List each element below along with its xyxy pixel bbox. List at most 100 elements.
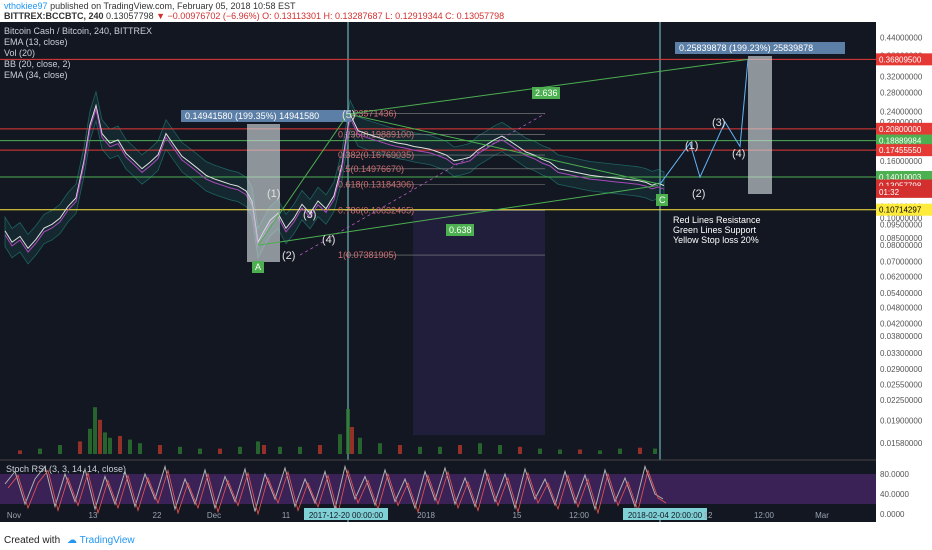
volume-bar <box>438 446 442 454</box>
trend-line-0 <box>257 113 349 246</box>
volume-bar <box>538 448 542 454</box>
ratio-label-2: 0.638 <box>449 225 472 235</box>
symbol-label: BITTREX:BCCBTC, 240 <box>4 11 104 21</box>
volume-bar <box>128 439 132 454</box>
volume-bar <box>398 445 402 454</box>
chart-plot-area[interactable]: 0(0.23571436) 0.236(0.19889100) 0.382(0.16… <box>0 22 876 522</box>
rsi-tick-1: 40.0000 <box>880 490 909 499</box>
volume-bar <box>378 443 382 454</box>
measure-label-2: 0.25839878 (199.23%) 25839878 <box>679 43 813 53</box>
x-tick-12: Mar <box>815 511 829 520</box>
x-tick-2: 22 <box>153 511 162 520</box>
price-badge-0 <box>876 53 932 66</box>
x-tick-11: 12:00 <box>754 511 775 520</box>
annotation-line-0: Red Lines Resistance <box>673 215 761 225</box>
volume-bar <box>278 446 282 454</box>
price-axis[interactable]: 0.440000000.380000000.320000000.28000000… <box>876 22 932 522</box>
x-tick-7: 15 <box>513 511 522 520</box>
legend-bb: BB (20, close, 2) <box>4 59 71 69</box>
author-name[interactable]: vthokiee97 <box>4 1 48 11</box>
price-badge-text-2: 0.18889984 <box>879 137 922 146</box>
x-tick-box-9 <box>623 508 707 520</box>
fib-label-2: 0.382(0.16769035) <box>338 150 414 160</box>
volume-bar <box>98 419 102 454</box>
wave-label-4: (4) <box>322 234 335 246</box>
volume-bar <box>218 448 222 454</box>
fib-label-0: 0(0.23571436) <box>338 109 397 119</box>
y-tick-17: 0.07000000 <box>880 258 923 267</box>
volume-bar <box>18 450 22 454</box>
volume-bar <box>108 437 112 454</box>
price-badge-text-0: 0.36809500 <box>879 55 922 64</box>
last-price: 0.13057798 <box>106 11 154 21</box>
publish-header: vthokiee97 published on TradingView.com,… <box>0 0 932 22</box>
volume-bar <box>138 443 142 454</box>
price-line <box>4 103 665 250</box>
volume-bar <box>638 447 642 454</box>
wave-label-0: A <box>255 262 261 272</box>
price-badge-6 <box>876 185 932 198</box>
fib-shade-zone <box>413 210 545 436</box>
x-tick-5: 2017-12-20 00:00:00 <box>309 511 384 520</box>
y-tick-27: 0.01900000 <box>880 416 923 425</box>
volume-bar <box>458 445 462 454</box>
wave-badge-0 <box>252 261 264 273</box>
ohlc-values: O: 0.13113301 H: 0.13287687 L: 0.1291934… <box>262 11 505 21</box>
y-tick-13: 0.10000000 <box>880 214 923 223</box>
volume-bar <box>256 441 260 454</box>
volume-bar <box>318 445 322 454</box>
fib-label-6: 1(0.07381905) <box>338 250 397 260</box>
fib-label-5: 0.786(0.10632465) <box>338 206 414 216</box>
measure-label-1: 0.14941580 (199.35%) 14941580 <box>185 111 319 121</box>
y-tick-18: 0.06200000 <box>880 272 923 281</box>
y-tick-28: 0.01580000 <box>880 439 923 448</box>
measure-tag-2 <box>675 42 845 54</box>
created-with-text: Created with <box>4 535 61 546</box>
y-tick-15: 0.08500000 <box>880 234 923 243</box>
chart-svg[interactable]: 0(0.23571436) 0.236(0.19889100) 0.382(0.16… <box>0 22 876 522</box>
volume-bar <box>118 436 122 454</box>
volume-bar <box>88 428 92 454</box>
y-tick-19: 0.05400000 <box>880 289 923 298</box>
price-badge-text-6: 01:32 <box>879 188 900 197</box>
legend-volume: Vol (20) <box>4 48 36 58</box>
x-tick-9: 2018-02-04 20:00:00 <box>628 511 703 520</box>
wave-label-2: (2) <box>282 250 295 262</box>
fib-label-3: 0.5(0.14976670) <box>338 164 404 174</box>
publish-info: published on TradingView.com, February 0… <box>50 1 296 11</box>
projected-wave-path <box>659 59 749 185</box>
annotation-line-2: Yellow Stop loss 20% <box>673 235 759 245</box>
volume-bar <box>93 407 97 454</box>
volume-bar <box>418 446 422 454</box>
x-tick-1: 13 <box>89 511 98 520</box>
y-tick-26: 0.02250000 <box>880 396 923 405</box>
indicator-legend: Bitcoin Cash / Bitcoin, 240, BITTREX EMA… <box>4 26 152 81</box>
price-badge-2 <box>876 134 932 147</box>
x-tick-3: Dec <box>207 511 221 520</box>
measure-box-1 <box>247 124 280 262</box>
volume-bar <box>58 445 62 454</box>
fib-label-1: 0.236(0.19889100) <box>338 129 414 139</box>
y-tick-21: 0.04200000 <box>880 320 923 329</box>
wave-label-5: (5) <box>342 109 355 121</box>
price-badge-text-4: 0.14010003 <box>879 173 922 182</box>
volume-bar <box>78 441 82 454</box>
down-arrow-icon: ▼ <box>156 11 166 21</box>
y-tick-6: 0.22000000 <box>880 118 923 127</box>
footer: Created with ☁ TradingView <box>0 532 932 550</box>
tradingview-logo[interactable]: ☁ TradingView <box>67 535 135 546</box>
trend-line-2 <box>257 185 659 246</box>
y-tick-24: 0.02900000 <box>880 365 923 374</box>
y-tick-20: 0.04800000 <box>880 303 923 312</box>
price-badge-text-7: 0.10714297 <box>879 206 922 215</box>
measure-tag-1 <box>181 110 351 122</box>
y-tick-1: 0.44000000 <box>880 34 923 43</box>
price-badge-7 <box>876 203 932 216</box>
x-tick-0: Nov <box>7 511 21 520</box>
trend-line-1 <box>347 58 749 115</box>
wave-label-3: (3) <box>303 209 316 221</box>
volume-bar <box>346 409 350 454</box>
y-tick-14: 0.09500000 <box>880 220 923 229</box>
wave-label-1: (1) <box>267 188 280 200</box>
